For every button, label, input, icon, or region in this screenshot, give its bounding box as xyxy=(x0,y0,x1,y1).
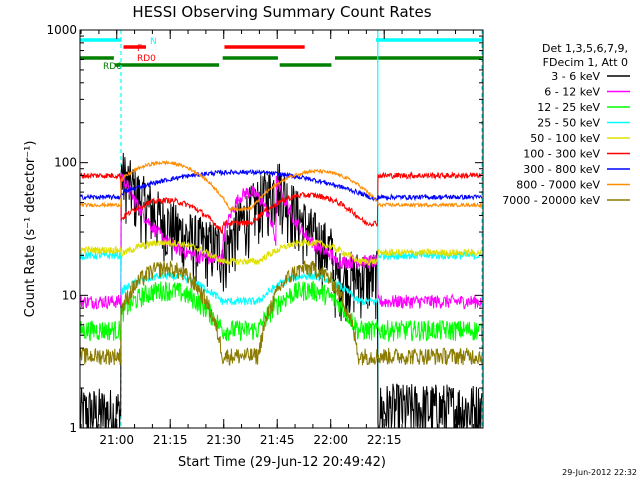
x-tick-label: 22:15 xyxy=(367,433,402,447)
series-line xyxy=(79,280,483,343)
series-line xyxy=(79,169,483,202)
flag-label: F xyxy=(137,44,142,54)
y-axis-ticks: 1 10 100 1000 xyxy=(46,23,483,435)
plot-frame xyxy=(79,29,484,429)
flag-label: RD6 xyxy=(103,62,122,72)
y-tick-label: 1 xyxy=(69,421,77,435)
y-tick-label: 100 xyxy=(54,156,77,170)
series-line xyxy=(79,159,483,212)
series-lines xyxy=(79,152,483,429)
x-tick-label: 21:30 xyxy=(206,433,241,447)
y-tick-label: 1000 xyxy=(46,23,77,37)
legend-entry-label: 50 - 100 keV xyxy=(530,132,600,145)
legend-entry-label: 7000 - 20000 keV xyxy=(502,194,600,207)
flag-label: N xyxy=(150,37,157,47)
legend-header: Det 1,3,5,6,7,9, xyxy=(542,42,628,55)
chart-title: HESSI Observing Summary Count Rates xyxy=(132,3,431,21)
x-tick-label: 22:00 xyxy=(313,433,348,447)
legend-entry-label: 300 - 800 keV xyxy=(523,163,600,176)
legend-entry-label: 800 - 7000 keV xyxy=(516,179,600,192)
flag-label: RD0 xyxy=(137,54,156,64)
x-axis-label: Start Time (29-Jun-12 20:49:42) xyxy=(178,455,386,470)
x-tick-label: 21:45 xyxy=(260,433,295,447)
legend: Det 1,3,5,6,7,9,FDecim 1, Att 03 - 6 keV… xyxy=(502,42,630,207)
x-axis-ticks: 21:00 21:15 21:30 21:45 22:00 22:15 xyxy=(80,30,474,447)
legend-entry-label: 100 - 300 keV xyxy=(523,148,600,161)
y-axis-label: Count Rate (s⁻¹ detector⁻¹) xyxy=(23,141,38,318)
legend-entry-label: 3 - 6 keV xyxy=(551,70,600,83)
x-tick-label: 21:15 xyxy=(153,433,188,447)
y-tick-label: 10 xyxy=(62,288,77,302)
footer-date: 29-Jun-2012 22:32 xyxy=(562,468,637,477)
legend-header: FDecim 1, Att 0 xyxy=(543,56,628,69)
series-line xyxy=(79,237,483,266)
series-line xyxy=(79,170,483,235)
legend-entry-label: 25 - 50 keV xyxy=(537,117,600,130)
legend-entry-label: 6 - 12 keV xyxy=(544,86,600,99)
series-line xyxy=(79,260,483,366)
x-tick-label: 21:00 xyxy=(99,433,134,447)
series-line xyxy=(79,172,483,311)
legend-entry-label: 12 - 25 keV xyxy=(537,101,600,114)
